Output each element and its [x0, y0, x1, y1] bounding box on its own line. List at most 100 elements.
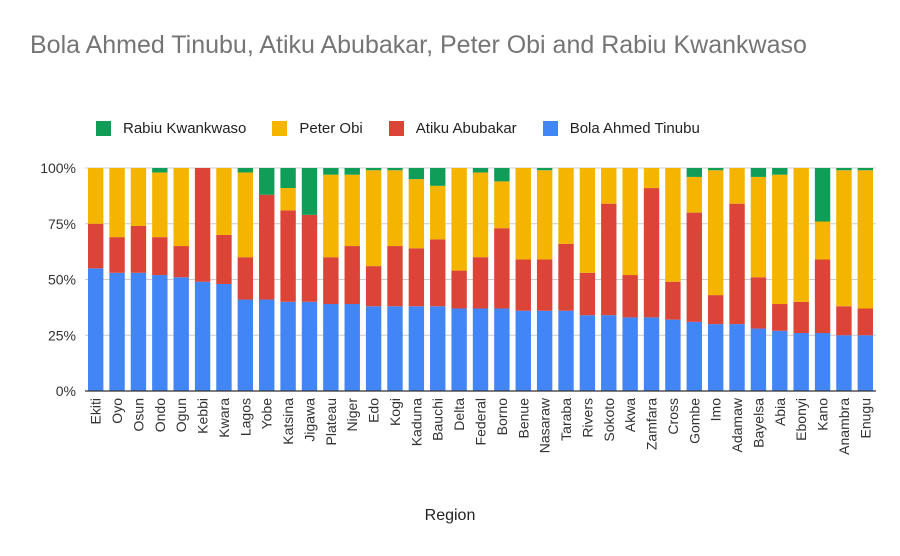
bar-segment — [194, 281, 211, 391]
bar-segment — [836, 168, 852, 171]
bar-segment — [772, 304, 788, 331]
bar-segment — [579, 168, 596, 273]
bar-segment — [836, 335, 852, 391]
bar-segment — [430, 185, 446, 240]
bar-segment — [194, 168, 211, 282]
legend-item: Bola Ahmed Tinubu — [542, 120, 700, 137]
bar-segment — [344, 168, 360, 175]
bar-segment — [472, 257, 489, 309]
bar-segment — [237, 299, 254, 391]
legend-item: Peter Obi — [272, 119, 363, 137]
y-tick-label: 0% — [56, 383, 76, 399]
bar-segment — [622, 275, 638, 318]
bar-segment — [750, 328, 767, 391]
bar-segment — [152, 172, 168, 238]
bar-segment — [216, 234, 232, 284]
y-tick-label: 75% — [48, 216, 76, 232]
bar-segment — [280, 188, 296, 211]
bar-segment — [814, 259, 831, 334]
bar-segment — [301, 214, 318, 302]
x-tick-label: Rivers — [579, 398, 595, 438]
bar-segment — [494, 228, 510, 309]
legend-label: Peter Obi — [299, 119, 363, 137]
bar-segment — [152, 168, 168, 173]
legend-swatch — [272, 120, 288, 136]
bar-segment — [109, 168, 125, 238]
bar-segment — [387, 246, 403, 307]
bar-segment — [280, 210, 296, 302]
bar-segment — [686, 176, 702, 213]
bar-segment — [301, 301, 318, 391]
x-tick-label: Kaduna — [408, 398, 424, 446]
bar-segment — [280, 301, 296, 391]
y-tick-label: 25% — [48, 327, 76, 343]
bar-segment — [515, 310, 531, 391]
bar-segment — [408, 248, 425, 307]
x-tick-label: Ekiti — [88, 398, 104, 424]
bar-segment — [515, 259, 531, 311]
bar-segment — [707, 170, 724, 296]
y-tick-label: 50% — [48, 272, 76, 288]
bar-segment — [344, 246, 360, 305]
bar-segment — [558, 243, 574, 311]
bar-segment — [558, 310, 574, 391]
bar-segment — [130, 225, 147, 273]
chart-legend: Rabiu Kwankwaso Peter Obi Atiku Abubakar Bo… — [96, 116, 700, 140]
bar-segment — [87, 223, 104, 269]
x-tick-label: Borno — [494, 398, 510, 436]
bar-segment — [814, 333, 831, 391]
bar-segment — [643, 317, 660, 391]
bar-segment — [237, 172, 254, 258]
bar-segment — [558, 168, 574, 244]
bar-segment — [515, 168, 531, 260]
bar-segment — [750, 277, 767, 329]
x-tick-label: Kwara — [216, 398, 232, 438]
bar-segment — [772, 168, 788, 175]
bar-segment — [707, 324, 724, 391]
bar-segment — [729, 203, 745, 325]
bar-segment — [387, 306, 403, 391]
legend-label: Atiku Abubakar — [415, 119, 517, 137]
bar-segment — [173, 168, 189, 247]
bar-segment — [814, 221, 831, 260]
bar-segment — [259, 194, 275, 300]
bar-segment — [387, 170, 403, 247]
x-tick-label: Edo — [366, 398, 382, 423]
x-tick-label: Katsina — [280, 398, 296, 445]
x-tick-label: Ondo — [152, 398, 168, 432]
x-tick-label: Taraba — [558, 398, 574, 441]
bar-segment — [707, 168, 724, 171]
bar-segment — [857, 168, 874, 171]
x-tick-label: Kano — [815, 398, 831, 431]
bar-segment — [536, 259, 553, 311]
bar-segment — [772, 330, 788, 391]
bar-segment — [216, 168, 232, 235]
bar-segment — [365, 168, 382, 171]
bar-segment — [772, 174, 788, 305]
bar-segment — [643, 168, 660, 189]
bar-segment — [857, 308, 874, 336]
bar-segment — [750, 176, 767, 278]
bar-segment — [323, 304, 339, 391]
bar-segment — [451, 308, 467, 391]
bar-segment — [323, 174, 339, 258]
bar-segment — [601, 315, 617, 391]
legend-swatch — [542, 120, 558, 136]
x-tick-label: Oyo — [109, 398, 125, 424]
bar-segment — [472, 172, 489, 258]
x-tick-label: Delta — [451, 398, 467, 431]
legend-label: Rabiu Kwankwaso — [123, 119, 247, 137]
bar-segment — [365, 266, 382, 307]
bar-segment — [173, 246, 189, 278]
x-tick-label: Bayelsa — [750, 398, 766, 448]
bar-segment — [601, 203, 617, 316]
bar-segment — [451, 270, 467, 309]
x-tick-label: Yobe — [259, 398, 275, 430]
legend-item: Rabiu Kwankwaso — [96, 120, 246, 137]
bar-segment — [494, 168, 510, 182]
bar-segment — [152, 275, 168, 391]
bar-segment — [836, 170, 852, 307]
bar-segment — [408, 306, 425, 391]
bar-segment — [216, 283, 232, 391]
